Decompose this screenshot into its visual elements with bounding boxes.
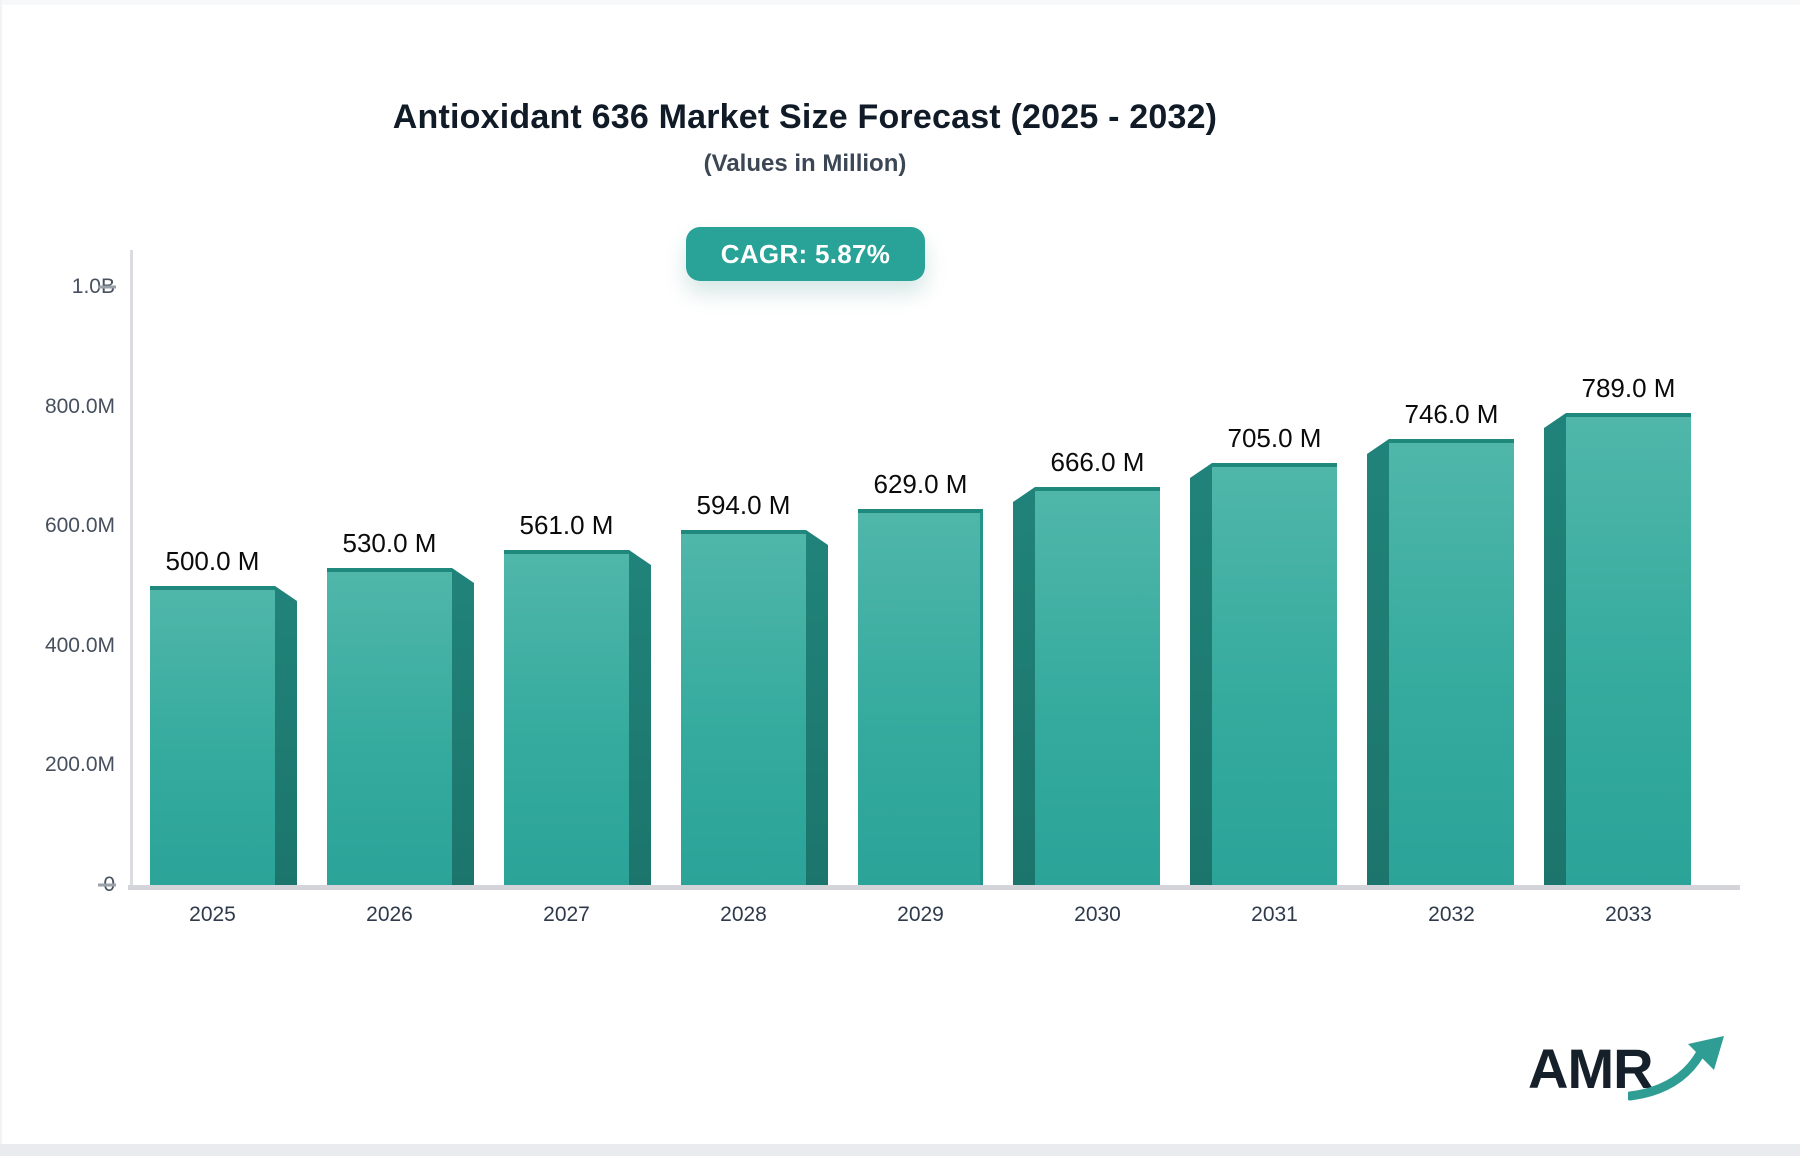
x-axis-label: 2028 <box>720 903 767 926</box>
bar-side-face <box>275 586 297 885</box>
bar-side-face <box>1367 439 1389 885</box>
page-top-border <box>0 0 1800 5</box>
bar-value-label: 594.0 M <box>696 490 791 520</box>
bar <box>1389 439 1514 885</box>
y-axis-tick <box>98 883 116 887</box>
bar-value-label: 500.0 M <box>165 546 260 576</box>
bar-value-label: 746.0 M <box>1404 399 1499 429</box>
bar-value-label: 666.0 M <box>1050 447 1145 477</box>
y-axis-label: 400.0M <box>44 633 115 657</box>
bar-side-face <box>629 550 651 885</box>
bar-value-label: 705.0 M <box>1227 423 1322 453</box>
bar-value-label: 629.0 M <box>873 469 968 499</box>
bar <box>1566 413 1691 885</box>
x-axis-label: 2033 <box>1605 903 1652 926</box>
bar-value-label: 561.0 M <box>519 510 614 540</box>
bar <box>1035 487 1160 885</box>
x-axis-label: 2025 <box>189 903 236 926</box>
bar-side-face <box>1190 463 1212 885</box>
bar-side-face <box>1013 487 1035 885</box>
bar-side-face <box>1544 413 1566 885</box>
amr-logo-text: AMR <box>1528 1037 1654 1100</box>
y-axis-label: 1.0B <box>71 275 115 298</box>
bar <box>1212 463 1337 885</box>
amr-logo: AMR <box>1528 1030 1738 1110</box>
bar-value-label: 789.0 M <box>1581 373 1676 403</box>
bar <box>858 509 983 885</box>
amr-logo-arrow-icon <box>1628 1036 1724 1101</box>
bar <box>504 550 629 885</box>
x-axis-label: 2027 <box>543 903 590 926</box>
x-axis-label: 2030 <box>1074 903 1121 926</box>
bar <box>681 530 806 885</box>
chart-title: Antioxidant 636 Market Size Forecast (20… <box>392 98 1218 136</box>
page-left-border <box>0 0 2 1156</box>
x-axis-label: 2026 <box>366 903 413 926</box>
y-axis-tick <box>98 285 116 289</box>
y-axis-label: 200.0M <box>44 753 115 777</box>
cagr-badge: CAGR: 5.87% <box>686 227 925 281</box>
y-axis-line <box>130 250 133 889</box>
page-bottom-border <box>0 1144 1800 1156</box>
chart-subtitle: (Values in Million) <box>703 150 907 177</box>
y-axis-label: 800.0M <box>44 394 115 418</box>
x-axis-label: 2032 <box>1428 903 1475 926</box>
bar <box>150 586 275 885</box>
x-axis-label: 2029 <box>897 903 944 926</box>
y-axis-label: 600.0M <box>44 514 115 538</box>
cagr-badge-label: CAGR: 5.87% <box>720 238 891 269</box>
bar-side-face <box>806 530 828 885</box>
bar <box>327 568 452 885</box>
bar-value-label: 530.0 M <box>342 528 437 558</box>
x-axis-line <box>128 885 1740 890</box>
x-axis-label: 2031 <box>1251 903 1298 926</box>
bar-side-face <box>452 568 474 885</box>
